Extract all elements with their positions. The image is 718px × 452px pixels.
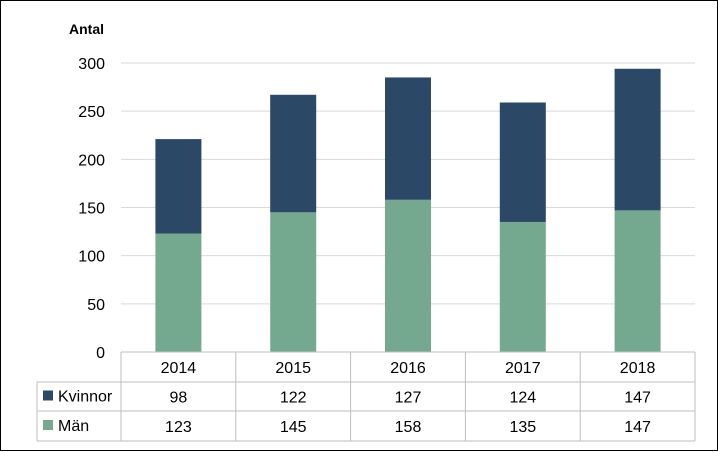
data-label: 98 — [170, 390, 188, 407]
y-axis-ticks: 0 50 100 150 200 250 300 — [78, 56, 105, 362]
x-tick-label: 2017 — [505, 360, 541, 377]
data-label: 122 — [280, 390, 307, 407]
y-tick-label: 250 — [78, 104, 105, 121]
y-tick-label: 150 — [78, 201, 105, 218]
data-label: 147 — [624, 419, 651, 436]
bar-mn-2015 — [270, 212, 317, 352]
bars — [155, 68, 661, 352]
x-tick-label: 2015 — [275, 360, 311, 377]
x-tick-label: 2016 — [390, 360, 426, 377]
y-tick-label: 200 — [78, 152, 105, 169]
y-axis-label: Antal — [69, 21, 104, 37]
x-tick-label: 2018 — [620, 360, 656, 377]
bar-mn-2016 — [385, 199, 431, 352]
bar-kvinnor-2016 — [385, 77, 431, 200]
y-axis: Antal — [69, 21, 104, 37]
data-label: 135 — [509, 419, 536, 436]
data-table: 2014 2015 2016 2017 2018 Kvinnor 98 122 127 124 14… — [36, 351, 696, 442]
x-tick-label: 2014 — [161, 360, 197, 377]
bar-kvinnor-2018 — [614, 68, 661, 211]
y-tick-label: 50 — [87, 297, 105, 314]
bar-mn-2017 — [499, 221, 546, 352]
data-label: 147 — [624, 390, 651, 407]
data-label: 123 — [165, 419, 192, 436]
legend-label: Män — [58, 418, 89, 435]
bar-kvinnor-2017 — [499, 102, 546, 222]
data-label: 127 — [395, 390, 422, 407]
data-label: 158 — [395, 419, 422, 436]
y-tick-label: 300 — [78, 56, 105, 73]
y-tick-label: 0 — [96, 345, 105, 362]
legend-swatch — [43, 420, 53, 430]
bar-mn-2018 — [614, 210, 661, 352]
data-label: 145 — [280, 419, 307, 436]
bar-kvinnor-2014 — [155, 139, 202, 234]
bar-mn-2014 — [155, 233, 202, 352]
legend-swatch — [43, 390, 53, 401]
legend-label: Kvinnor — [58, 389, 113, 406]
bar-kvinnor-2015 — [270, 94, 317, 213]
data-label: 124 — [509, 390, 536, 407]
y-tick-label: 100 — [78, 249, 105, 266]
